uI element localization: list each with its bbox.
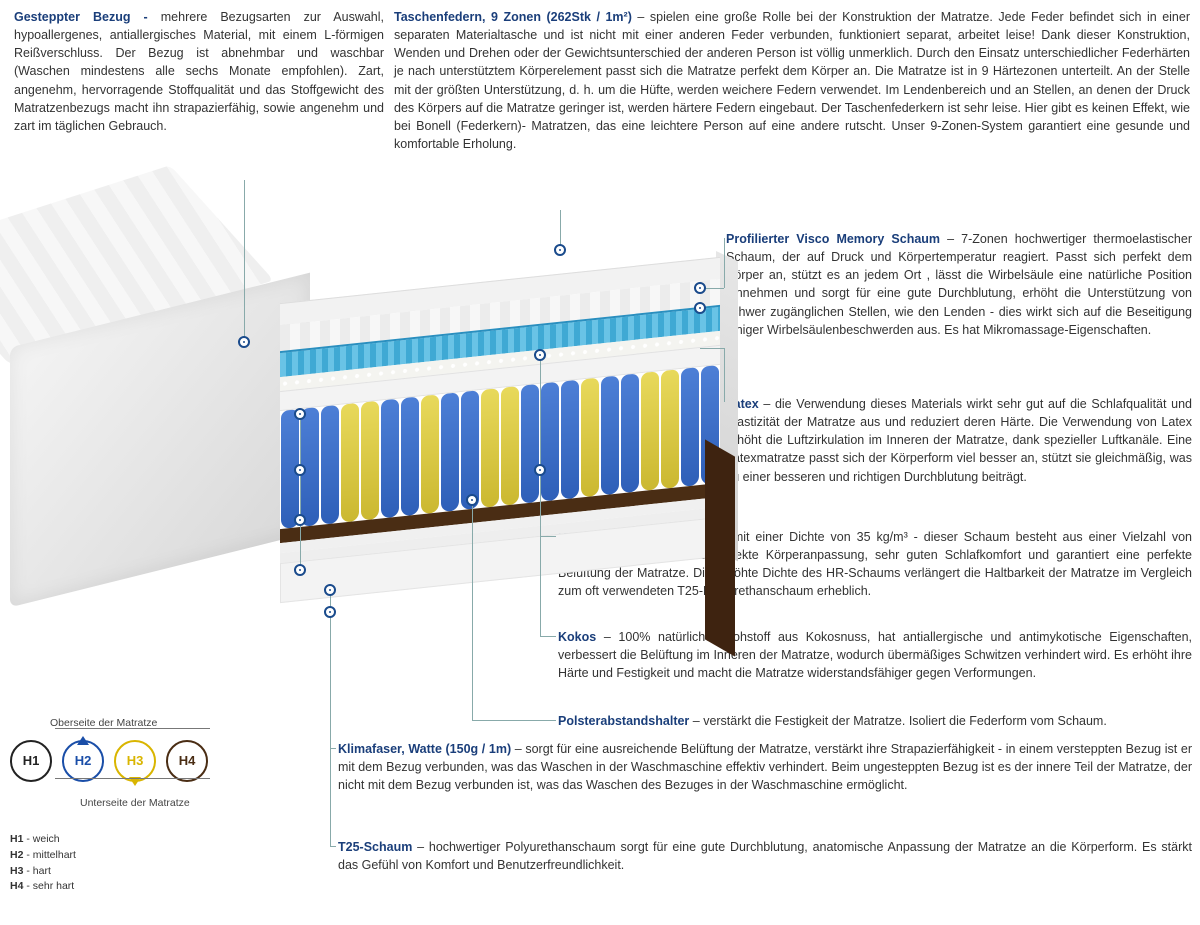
mattress-illustration bbox=[0, 220, 730, 680]
body-gesteppter-bezug: mehrere Bezugsarten zur Auswahl, hypoall… bbox=[14, 10, 384, 133]
hardness-ring-h3: H3 bbox=[114, 740, 156, 782]
hardness-item-h2: H2 - mittelhart bbox=[10, 848, 290, 864]
leader-line bbox=[724, 238, 725, 288]
marker-cover_side2 bbox=[294, 464, 306, 476]
mattress-cutaway bbox=[280, 257, 720, 653]
spring-column bbox=[581, 378, 599, 498]
pointer-top-icon bbox=[77, 736, 89, 745]
hardness-item-h3: H3 - hart bbox=[10, 864, 290, 880]
leader-line bbox=[540, 536, 556, 537]
hardness-list: H1 - weichH2 - mittelhartH3 - hartH4 - s… bbox=[10, 832, 290, 895]
spring-column bbox=[621, 373, 639, 493]
legend-line bbox=[55, 728, 210, 729]
block-spacer: Polsterabstandshalter – verstärkt die Fe… bbox=[558, 712, 1192, 730]
heading-gesteppter-bezug: Gesteppter Bezug - bbox=[14, 10, 161, 24]
spring-column bbox=[361, 401, 379, 521]
marker-kokos bbox=[534, 464, 546, 476]
marker-cover_side1 bbox=[294, 408, 306, 420]
hardness-ring-h2: H2 bbox=[62, 740, 104, 782]
heading-spacer: Polsterabstandshalter bbox=[558, 714, 689, 728]
spring-column bbox=[441, 392, 459, 512]
leader-line bbox=[700, 348, 724, 349]
block-taschenfedern: Taschenfedern, 9 Zonen (262Stk / 1m²) – … bbox=[394, 8, 1190, 153]
hardness-ring-h4: H4 bbox=[166, 740, 208, 782]
leader-line bbox=[300, 414, 301, 570]
marker-hr bbox=[534, 349, 546, 361]
spring-column bbox=[501, 386, 519, 506]
hardness-legend: Oberseite der Matratze H1H2H3H4 Untersei… bbox=[10, 730, 290, 895]
leader-line bbox=[244, 180, 245, 342]
body-visco: – 7-Zonen hochwertiger thermoelastischer… bbox=[726, 232, 1192, 337]
body-latex: – die Verwendung dieses Materials wirkt … bbox=[726, 397, 1192, 484]
heading-klima: Klimafaser, Watte (150g / 1m) bbox=[338, 742, 511, 756]
hardness-item-h1: H1 - weich bbox=[10, 832, 290, 848]
legend-bottom-label: Unterseite der Matratze bbox=[80, 796, 190, 811]
spring-column bbox=[601, 375, 619, 495]
body-t25: – hochwertiger Polyurethanschaum sorgt f… bbox=[338, 840, 1192, 872]
marker-cover_side3 bbox=[294, 514, 306, 526]
marker-klima bbox=[324, 584, 336, 596]
spring-column bbox=[641, 371, 659, 491]
hardness-item-h4: H4 - sehr hart bbox=[10, 879, 290, 895]
block-t25: T25-Schaum – hochwertiger Polyurethansch… bbox=[338, 838, 1192, 874]
spring-column bbox=[481, 388, 499, 508]
spring-column bbox=[461, 390, 479, 510]
leader-line bbox=[540, 470, 541, 636]
spring-column bbox=[561, 380, 579, 500]
spring-column bbox=[681, 367, 699, 487]
spring-column bbox=[401, 397, 419, 517]
legend-rings: H1H2H3H4 bbox=[10, 730, 290, 792]
leader-line bbox=[724, 348, 725, 402]
spring-column bbox=[341, 403, 359, 523]
heading-taschenfedern: Taschenfedern, 9 Zonen (262Stk / 1m²) bbox=[394, 10, 632, 24]
spring-column bbox=[321, 405, 339, 525]
body-spacer: – verstärkt die Festigkeit der Matratze.… bbox=[689, 714, 1107, 728]
leader-line bbox=[472, 720, 556, 721]
spring-column bbox=[541, 382, 559, 502]
hardness-ring-h1: H1 bbox=[10, 740, 52, 782]
marker-t25 bbox=[324, 606, 336, 618]
legend-line bbox=[55, 778, 210, 779]
spring-column bbox=[421, 394, 439, 514]
leader-line bbox=[540, 636, 556, 637]
leader-line bbox=[330, 612, 331, 846]
marker-cover_side4 bbox=[294, 564, 306, 576]
spring-column bbox=[521, 384, 539, 504]
spring-column bbox=[381, 399, 399, 519]
leader-line bbox=[472, 500, 473, 720]
marker-visco bbox=[694, 282, 706, 294]
leader-line bbox=[330, 846, 336, 847]
mattress-kokos-edge bbox=[705, 439, 735, 656]
body-taschenfedern: – spielen eine große Rolle bei der Konst… bbox=[394, 10, 1190, 151]
marker-springs_top bbox=[554, 244, 566, 256]
block-klima: Klimafaser, Watte (150g / 1m) – sorgt fü… bbox=[338, 740, 1192, 794]
marker-spacer bbox=[466, 494, 478, 506]
marker-latex bbox=[694, 302, 706, 314]
block-gesteppter-bezug: Gesteppter Bezug - mehrere Bezugsarten z… bbox=[14, 8, 384, 135]
block-latex: Latex – die Verwendung dieses Materials … bbox=[726, 395, 1192, 486]
heading-visco: Profilierter Visco Memory Schaum bbox=[726, 232, 940, 246]
heading-t25: T25-Schaum bbox=[338, 840, 412, 854]
spring-column bbox=[661, 369, 679, 489]
marker-cover_top bbox=[238, 336, 250, 348]
block-visco: Profilierter Visco Memory Schaum – 7-Zon… bbox=[726, 230, 1192, 339]
